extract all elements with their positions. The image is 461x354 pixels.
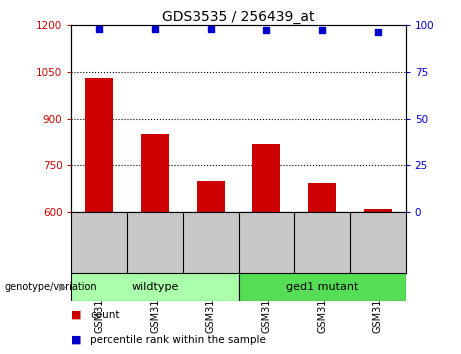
- Bar: [364, 209, 392, 212]
- Text: ■: ■: [71, 310, 82, 320]
- Point: [319, 28, 326, 33]
- Point: [263, 28, 270, 33]
- Bar: [239, 273, 406, 301]
- Text: ged1 mutant: ged1 mutant: [286, 282, 358, 292]
- Text: genotype/variation: genotype/variation: [5, 282, 97, 292]
- Point: [151, 26, 159, 32]
- Bar: [141, 134, 169, 212]
- Text: wildtype: wildtype: [131, 282, 179, 292]
- Title: GDS3535 / 256439_at: GDS3535 / 256439_at: [162, 10, 315, 24]
- Point: [207, 26, 214, 32]
- Text: count: count: [90, 310, 119, 320]
- Bar: [253, 144, 280, 212]
- Bar: [85, 78, 113, 212]
- Bar: [308, 183, 336, 212]
- Point: [95, 26, 103, 32]
- Bar: [71, 273, 239, 301]
- Text: ▶: ▶: [59, 282, 67, 292]
- Text: percentile rank within the sample: percentile rank within the sample: [90, 335, 266, 345]
- Bar: [197, 181, 225, 212]
- Point: [374, 29, 382, 35]
- Text: ■: ■: [71, 335, 82, 345]
